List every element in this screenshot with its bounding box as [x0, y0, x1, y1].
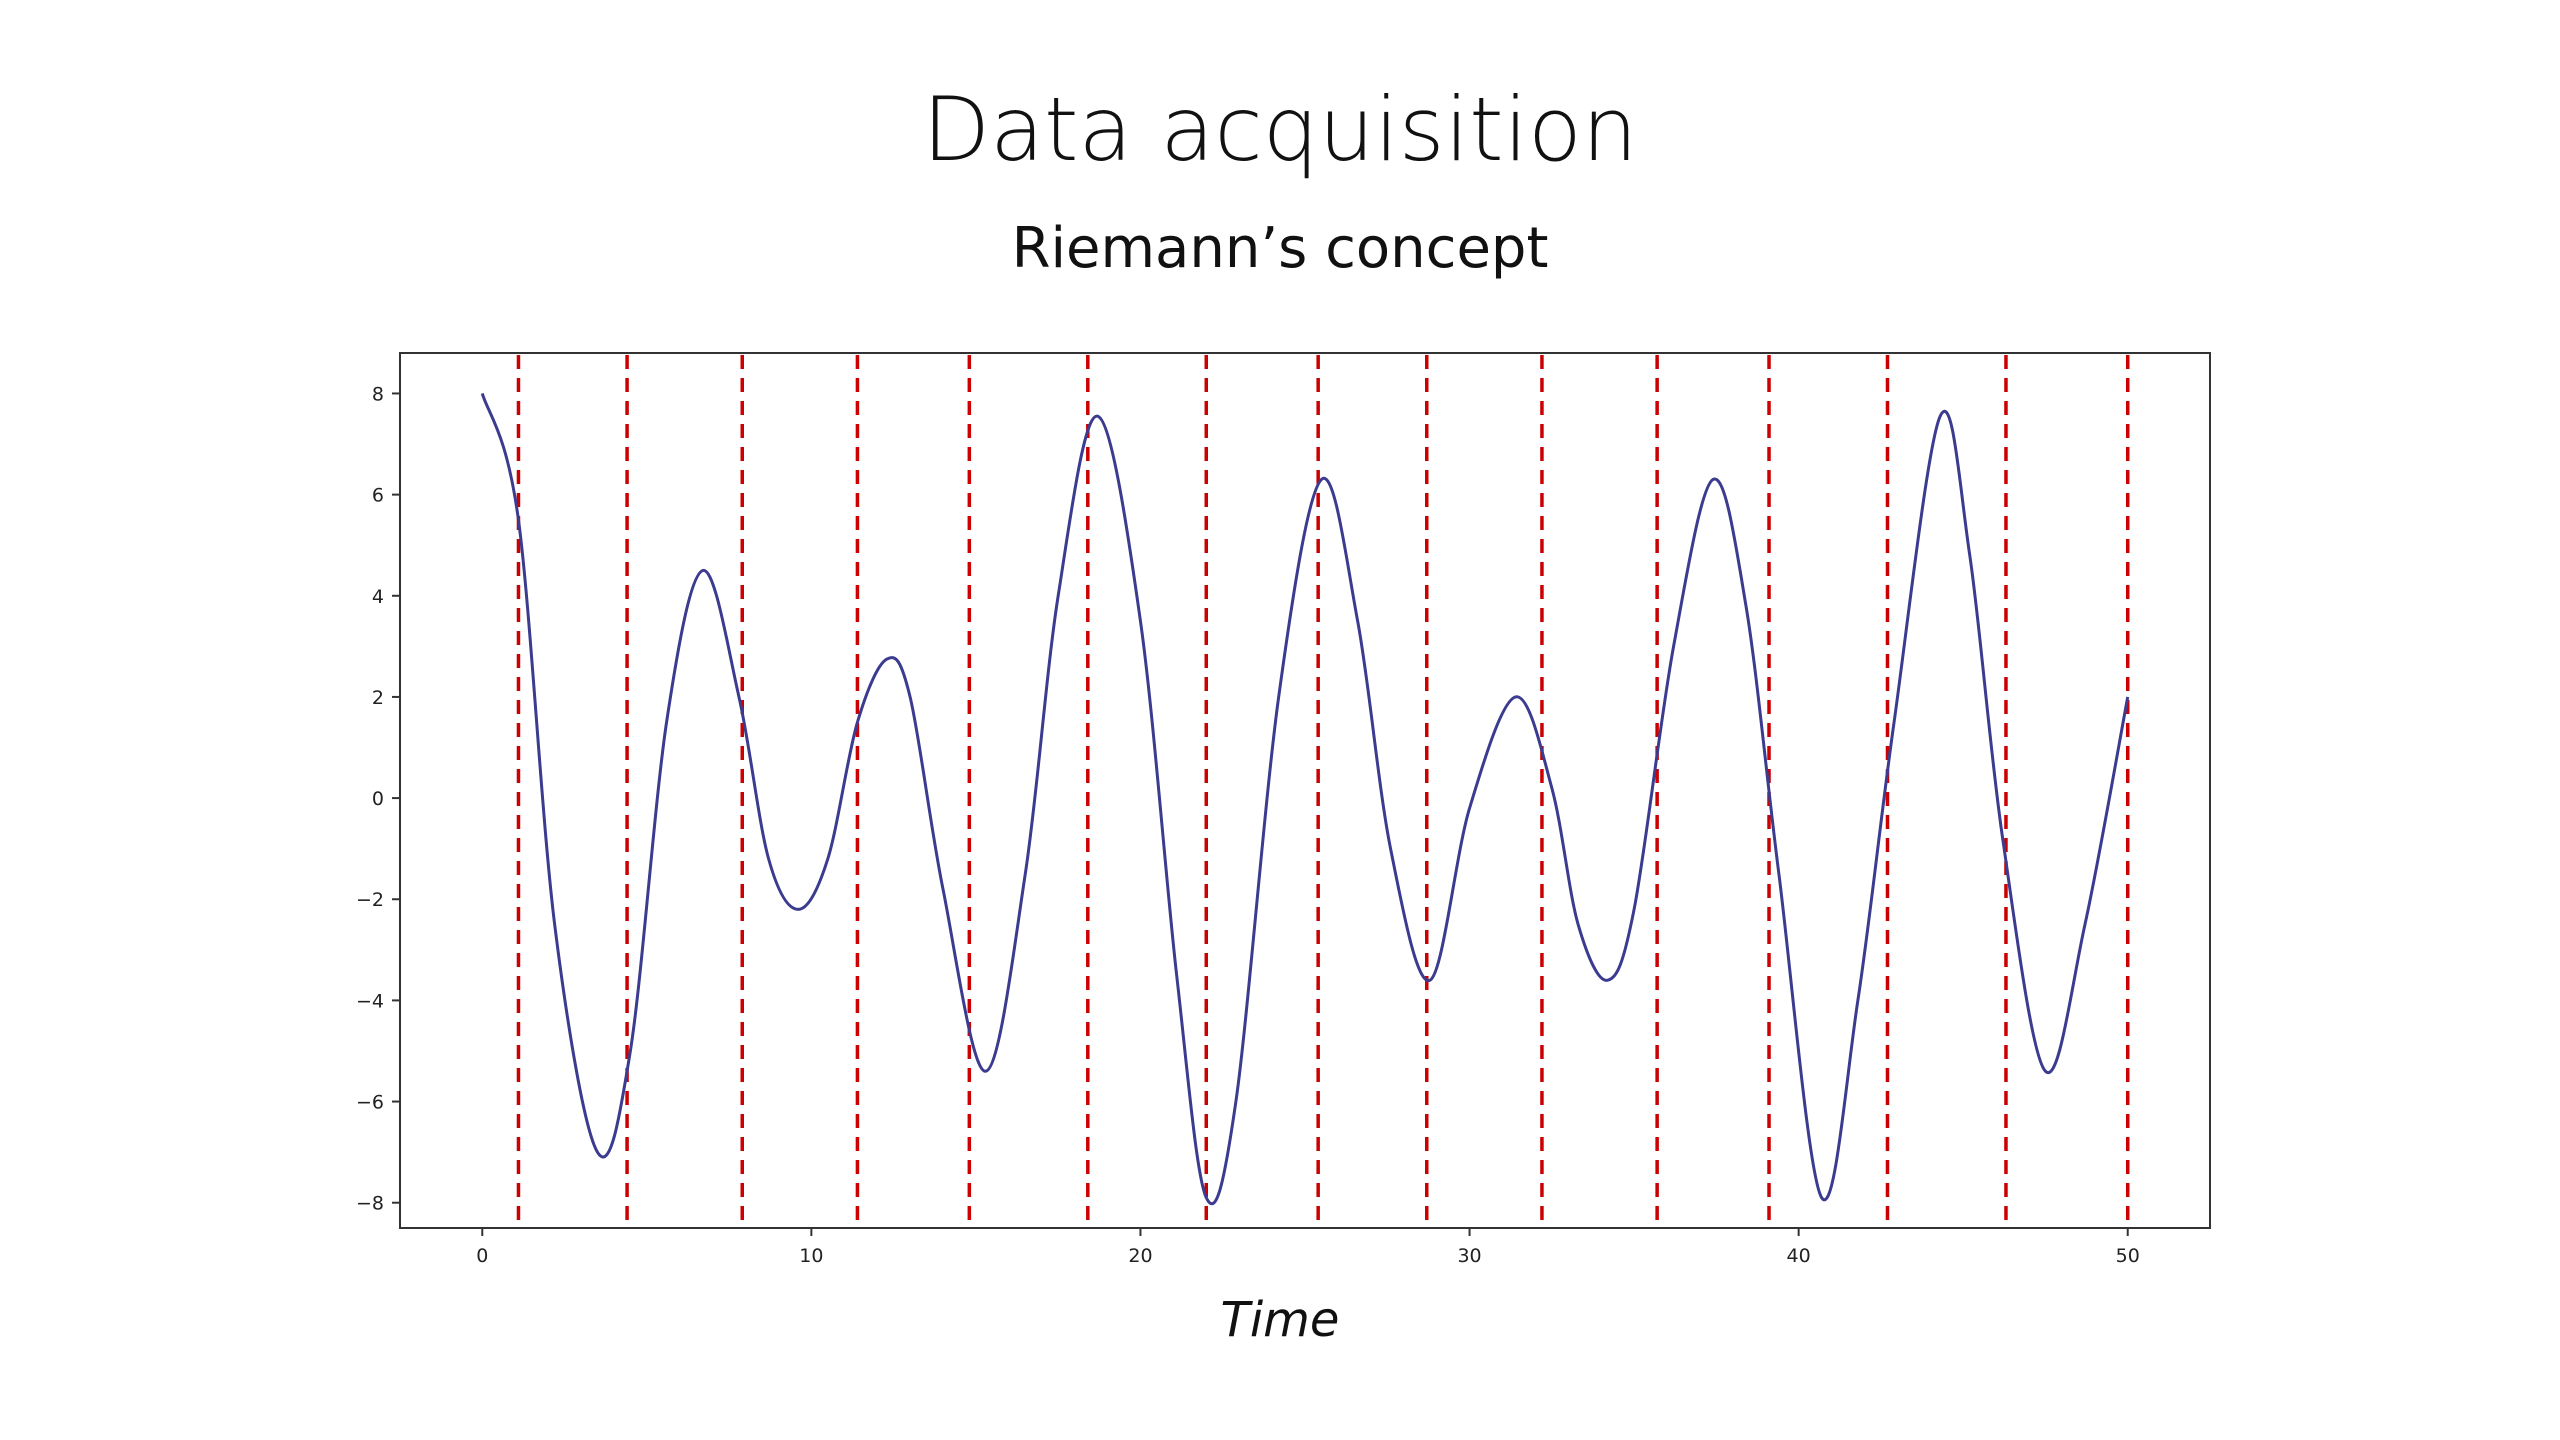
slide-subtitle: Riemann’s concept — [1011, 216, 1549, 281]
signal-series — [480, 393, 2130, 1206]
y-tick-label: 2 — [372, 687, 384, 709]
y-tick-label: 4 — [372, 586, 384, 608]
x-ticks: 0 10 20 30 40 50 — [476, 1228, 2140, 1267]
y-tick-label: 0 — [372, 788, 384, 810]
y-tick-label: −8 — [356, 1193, 384, 1215]
slide-title: Data acquisition — [922, 78, 1638, 181]
series-line-0 — [480, 393, 2130, 1206]
x-tick-label: 30 — [1457, 1245, 1481, 1267]
sampling-lines — [516, 355, 2130, 1226]
x-axis-title: Time — [1220, 1292, 1340, 1348]
x-tick-label: 40 — [1787, 1245, 1811, 1267]
y-tick-label: −4 — [356, 990, 384, 1012]
x-tick-label: 0 — [476, 1245, 488, 1267]
y-ticks: −8 −6 −4 −2 0 2 4 6 8 — [356, 383, 400, 1215]
y-tick-label: −6 — [356, 1092, 384, 1114]
y-tick-label: 8 — [372, 383, 384, 405]
x-tick-label: 50 — [2116, 1245, 2140, 1267]
y-tick-label: 6 — [372, 485, 384, 507]
plot-frame — [399, 352, 2211, 1229]
x-tick-label: 10 — [799, 1245, 823, 1267]
y-tick-label: −2 — [356, 889, 384, 911]
x-tick-label: 20 — [1128, 1245, 1152, 1267]
